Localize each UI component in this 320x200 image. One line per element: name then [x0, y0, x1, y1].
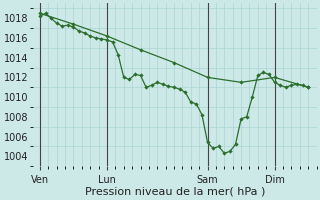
X-axis label: Pression niveau de la mer( hPa ): Pression niveau de la mer( hPa )	[84, 187, 265, 197]
